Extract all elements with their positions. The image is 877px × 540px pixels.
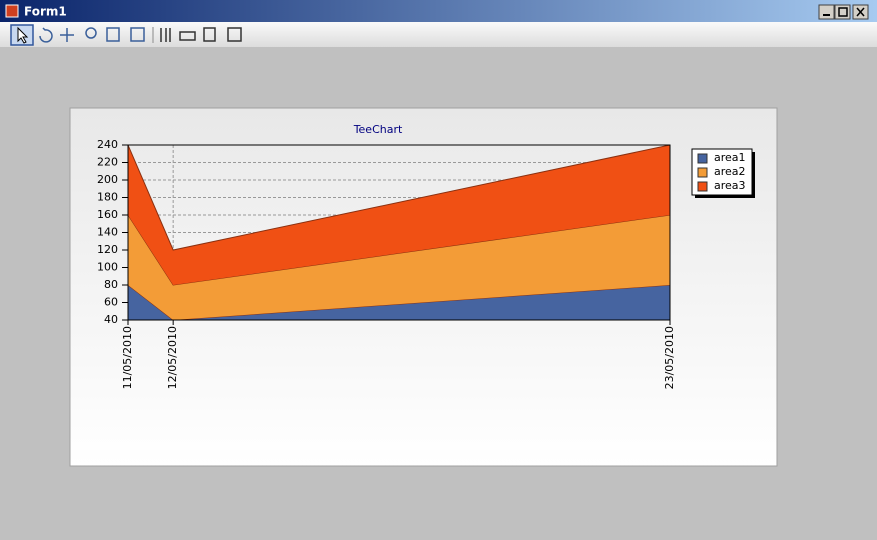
y-tick-label: 220: [97, 156, 118, 169]
title-bar: [0, 0, 877, 22]
y-tick-label: 160: [97, 208, 118, 221]
rotate-tool[interactable]: [39, 27, 53, 43]
area: [128, 145, 670, 285]
cursor-icon: [17, 26, 29, 44]
area-line: [128, 145, 670, 251]
close-glyph: [856, 7, 865, 17]
window-buttons[interactable]: [818, 4, 869, 20]
y-tick-label: 80: [104, 278, 118, 291]
legend-label: area3: [714, 179, 746, 192]
x-tick-label: 11/05/2010: [121, 326, 134, 389]
copy-tool[interactable]: [203, 27, 216, 42]
area: [128, 285, 670, 320]
print-tool[interactable]: [179, 31, 196, 41]
legend-label: area2: [714, 165, 746, 178]
y-tick-label: 180: [97, 191, 118, 204]
depth-tool[interactable]: [106, 27, 120, 42]
app-icon: [5, 4, 19, 18]
toolbar: [0, 22, 877, 47]
legend-label: area1: [714, 151, 746, 164]
area: [128, 215, 670, 320]
areas: [128, 145, 670, 320]
window-title: Form1: [24, 5, 67, 19]
edit-tool[interactable]: [160, 28, 171, 42]
y-tick-label: 120: [97, 243, 118, 256]
y-tick-label: 100: [97, 261, 118, 274]
x-tick-label: 12/05/2010: [166, 326, 179, 389]
y-tick-label: 140: [97, 226, 118, 239]
chart-title: TeeChart: [353, 123, 403, 136]
y-tick-label: 240: [97, 138, 118, 151]
chart: 40 60 80 100 120 140 160 180 200 220 240 11/05/2010…: [97, 138, 755, 389]
legend-swatch: [697, 181, 708, 192]
y-tick-label: 60: [104, 296, 118, 309]
minimize-button[interactable]: [818, 4, 835, 20]
y-tick-label: 200: [97, 173, 118, 186]
toolbar-buttons: [10, 24, 242, 46]
save-tool[interactable]: [227, 27, 242, 42]
x-tick-label: 23/05/2010: [663, 326, 676, 389]
legend-swatch: [697, 153, 708, 164]
legend-swatch: [697, 167, 708, 178]
y-tick-label: 40: [104, 313, 118, 326]
zoom-tool[interactable]: [85, 27, 97, 39]
maximize-glyph: [838, 7, 848, 17]
move-tool[interactable]: [60, 28, 74, 42]
3d-tool[interactable]: [130, 27, 145, 42]
plot-frame: [127, 144, 671, 321]
